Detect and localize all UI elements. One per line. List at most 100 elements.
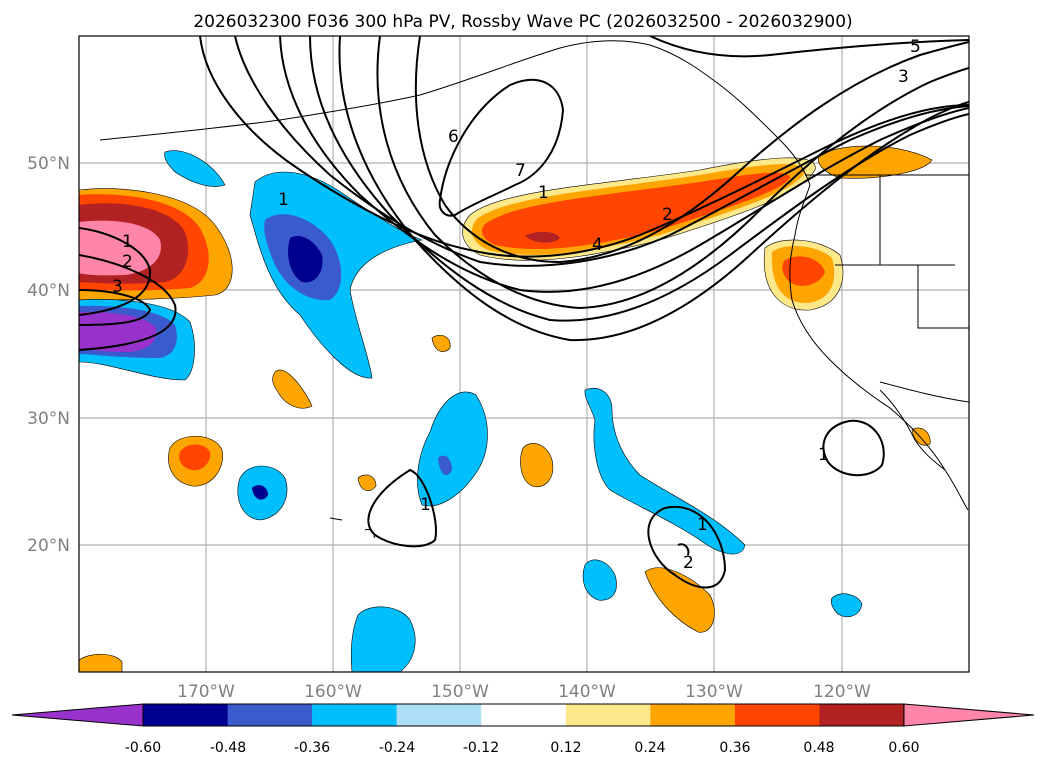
contour-label: 1 — [420, 495, 431, 515]
lon-label: 170°W — [177, 682, 235, 702]
contour-label: 1 — [818, 445, 829, 465]
anomaly-center-dark — [525, 231, 560, 243]
anomaly-blue-island-3 — [584, 388, 746, 555]
contour-5 — [338, 36, 969, 342]
anomaly-small-5 — [431, 335, 451, 352]
contour-label: 1 — [538, 183, 549, 203]
anomaly-small-1-core — [179, 444, 211, 471]
colorbar-tick-label: -0.48 — [210, 740, 246, 756]
colorbar-tick-label: 0.60 — [888, 740, 919, 756]
colorbar — [11, 703, 1035, 727]
contour-label: 6 — [448, 127, 459, 147]
contour-2 — [234, 36, 969, 267]
colorbar-segment — [481, 704, 567, 726]
colorbar-frame — [142, 703, 905, 727]
colorbar-segment — [819, 704, 905, 726]
anomaly-blue-island-2 — [417, 391, 488, 507]
colorbar-tick-label: -0.24 — [379, 740, 415, 756]
anomaly-blue-central-core — [288, 235, 323, 283]
contour-label: 4 — [592, 235, 603, 255]
lon-label: 140°W — [558, 682, 616, 702]
colorbar-tick-label: -0.60 — [125, 740, 161, 756]
negative-anomalies — [79, 150, 863, 672]
colorbar-tick-label: 0.24 — [634, 740, 665, 756]
lat-label: 40°N — [27, 281, 70, 301]
anomaly-ca-coast-core — [782, 256, 825, 286]
pv-contours — [79, 36, 969, 589]
contour-4 — [309, 36, 969, 322]
anomaly-blue-island-6 — [830, 593, 863, 617]
anomaly-west-pinkcore — [79, 220, 161, 276]
colorbar-extend-high — [903, 703, 1035, 727]
map-frame — [78, 35, 970, 673]
contour-7-loop — [438, 78, 565, 217]
colorbar-tick-label: 0.48 — [803, 740, 834, 756]
colorbar-tick-label: -0.12 — [463, 740, 499, 756]
anomaly-small-3 — [520, 443, 554, 488]
contour-hawaii-loop — [367, 468, 437, 548]
colorbar-segment — [650, 704, 736, 726]
anomaly-blue-island-5 — [350, 606, 416, 672]
contour-label-group: 1 2 3 4 5 6 7 3 2 1 1 1 1 2 1 — [112, 37, 921, 573]
contour-label: 2 — [662, 205, 673, 225]
contour-label: 2 — [122, 252, 133, 272]
contour-label: 1 — [122, 232, 133, 252]
anomaly-small-2 — [272, 369, 313, 409]
contour-se-loop — [822, 419, 885, 477]
anomaly-blue-island-2-core — [438, 455, 452, 475]
contour-label: 7 — [515, 161, 526, 181]
contour-label: 3 — [898, 67, 909, 87]
anomaly-band-northeast-core — [481, 172, 790, 250]
state-border-4 — [917, 265, 969, 329]
anomaly-small-7 — [79, 653, 123, 672]
coastlines — [99, 40, 969, 539]
anomaly-small-8 — [911, 427, 931, 446]
contour-3 — [279, 36, 969, 293]
contour-6 — [376, 36, 969, 310]
contour-large-trough — [199, 36, 969, 258]
anomaly-small-4 — [644, 567, 715, 633]
contour-inner — [414, 36, 969, 264]
contour-south-small — [677, 543, 690, 556]
contour-west-2 — [79, 254, 177, 351]
anomaly-blue-island-1-core — [252, 485, 268, 500]
alaska-coast — [419, 40, 811, 186]
map-panel: 1 2 3 4 5 6 7 3 2 1 1 1 1 2 1 — [79, 36, 969, 672]
colorbar-segment — [565, 704, 651, 726]
colorbar-ticks: -0.60 -0.48 -0.36 -0.24 -0.12 0.12 0.24 … — [125, 740, 920, 756]
contour-label: 3 — [112, 277, 123, 297]
map-background — [79, 36, 969, 672]
contour-label: 1 — [697, 515, 708, 535]
lon-label: 130°W — [685, 682, 743, 702]
mexico-border — [879, 381, 969, 403]
colorbar-segment — [396, 704, 482, 726]
longitude-labels: 170°W 160°W 150°W 140°W 130°W 120°W — [177, 682, 871, 702]
lon-label: 150°W — [431, 682, 489, 702]
colorbar-segment — [312, 704, 398, 726]
lon-label: 120°W — [813, 682, 871, 702]
contour-outer-north — [649, 36, 969, 58]
lat-label: 30°N — [27, 409, 70, 429]
colorbar-tick-label: -0.36 — [294, 740, 330, 756]
colorbar-extend-low — [11, 703, 144, 727]
contour-south-loop — [647, 505, 727, 589]
contour-label: 1 — [278, 190, 289, 210]
contour-label: 5 — [910, 37, 921, 57]
baja-coast — [879, 389, 946, 471]
hawaii-1 — [329, 517, 343, 521]
contour-west-3 — [79, 289, 152, 326]
colorbar-tick-label: 0.36 — [719, 740, 750, 756]
colorbar-segment — [734, 704, 820, 726]
colorbar-tick-label: 0.12 — [550, 740, 581, 756]
anomaly-blue-island-4 — [582, 559, 617, 601]
lat-label: 50°N — [27, 154, 70, 174]
lon-label: 160°W — [304, 682, 362, 702]
anomaly-small-6 — [357, 474, 377, 491]
figure-title: 2026032300 F036 300 hPa PV, Rossby Wave … — [193, 12, 852, 32]
contour-west-1 — [79, 227, 152, 316]
colorbar-segment — [143, 704, 228, 726]
contour-label: 2 — [683, 553, 694, 573]
aleutians — [99, 94, 421, 141]
colorbar-segment — [227, 704, 313, 726]
